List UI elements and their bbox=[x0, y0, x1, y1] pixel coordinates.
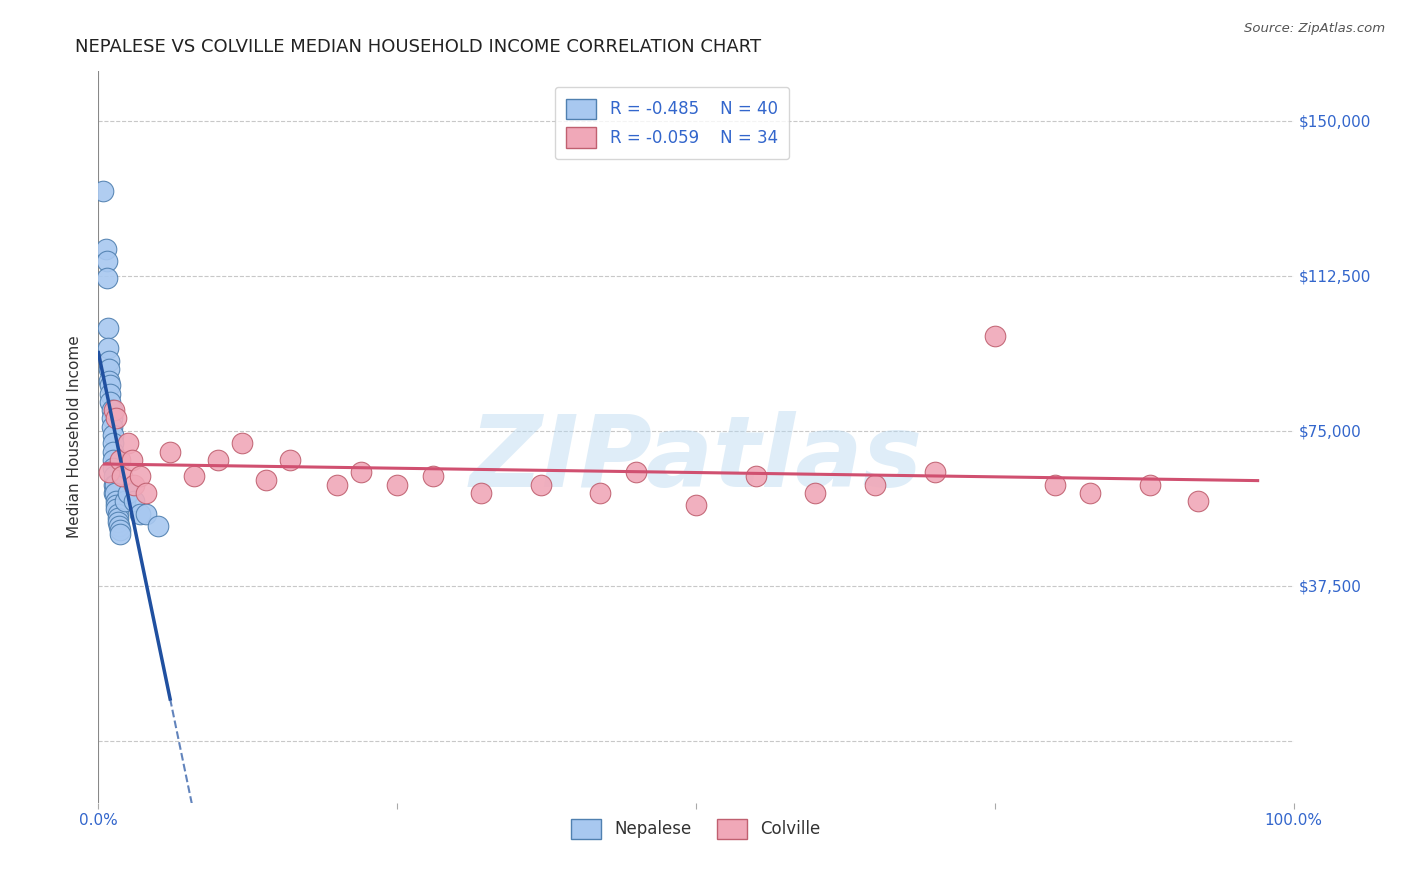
Legend: Nepalese, Colville: Nepalese, Colville bbox=[565, 812, 827, 846]
Point bbox=[350, 465, 373, 479]
Point bbox=[159, 444, 181, 458]
Point bbox=[865, 477, 887, 491]
Point bbox=[135, 507, 157, 521]
Point bbox=[98, 362, 121, 376]
Point bbox=[117, 486, 139, 500]
Point bbox=[148, 519, 170, 533]
Point bbox=[117, 436, 139, 450]
Point bbox=[91, 184, 114, 198]
Point bbox=[422, 469, 444, 483]
Point bbox=[1080, 486, 1102, 500]
Point bbox=[470, 486, 492, 500]
Text: ZIPatlas: ZIPatlas bbox=[470, 410, 922, 508]
Point bbox=[124, 477, 146, 491]
Point bbox=[96, 271, 118, 285]
Point bbox=[104, 486, 127, 500]
Point bbox=[101, 436, 124, 450]
Point bbox=[278, 452, 301, 467]
Point bbox=[924, 465, 946, 479]
Point bbox=[231, 436, 253, 450]
Point bbox=[108, 523, 131, 537]
Y-axis label: Median Household Income: Median Household Income bbox=[67, 335, 83, 539]
Point bbox=[98, 465, 121, 479]
Point bbox=[129, 469, 152, 483]
Point bbox=[804, 486, 827, 500]
Point bbox=[97, 341, 120, 355]
Point bbox=[100, 419, 122, 434]
Point bbox=[97, 320, 120, 334]
Point bbox=[530, 477, 553, 491]
Point bbox=[685, 498, 707, 512]
Point bbox=[589, 486, 612, 500]
Point bbox=[254, 474, 277, 488]
Text: Source: ZipAtlas.com: Source: ZipAtlas.com bbox=[1244, 22, 1385, 36]
Point bbox=[101, 452, 124, 467]
Point bbox=[1043, 477, 1066, 491]
Point bbox=[114, 494, 136, 508]
Point bbox=[183, 469, 205, 483]
Point bbox=[124, 494, 146, 508]
Point bbox=[326, 477, 349, 491]
Point bbox=[100, 403, 122, 417]
Point bbox=[101, 444, 124, 458]
Point bbox=[96, 254, 118, 268]
Point bbox=[105, 502, 128, 516]
Point bbox=[385, 477, 409, 491]
Point bbox=[103, 469, 125, 483]
Point bbox=[101, 461, 124, 475]
Point bbox=[207, 452, 229, 467]
Point bbox=[98, 395, 122, 409]
Point bbox=[1139, 477, 1161, 491]
Point bbox=[105, 494, 128, 508]
Point bbox=[111, 469, 134, 483]
Point bbox=[105, 498, 128, 512]
Point bbox=[107, 515, 129, 529]
Point bbox=[135, 486, 157, 500]
Point bbox=[100, 411, 122, 425]
Point bbox=[101, 428, 124, 442]
Point bbox=[98, 378, 122, 392]
Point bbox=[98, 386, 122, 401]
Point bbox=[105, 411, 128, 425]
Point bbox=[129, 507, 152, 521]
Point bbox=[984, 328, 1007, 343]
Point bbox=[1187, 494, 1209, 508]
Point bbox=[103, 403, 125, 417]
Point bbox=[107, 510, 129, 524]
Point bbox=[107, 507, 129, 521]
Point bbox=[98, 353, 121, 368]
Point bbox=[98, 374, 121, 388]
Point bbox=[104, 477, 127, 491]
Point bbox=[107, 519, 129, 533]
Point bbox=[121, 452, 143, 467]
Point bbox=[103, 486, 125, 500]
Point bbox=[108, 452, 131, 467]
Point bbox=[94, 242, 117, 256]
Point bbox=[108, 527, 131, 541]
Text: NEPALESE VS COLVILLE MEDIAN HOUSEHOLD INCOME CORRELATION CHART: NEPALESE VS COLVILLE MEDIAN HOUSEHOLD IN… bbox=[75, 38, 761, 56]
Point bbox=[745, 469, 768, 483]
Point bbox=[626, 465, 648, 479]
Point bbox=[103, 477, 125, 491]
